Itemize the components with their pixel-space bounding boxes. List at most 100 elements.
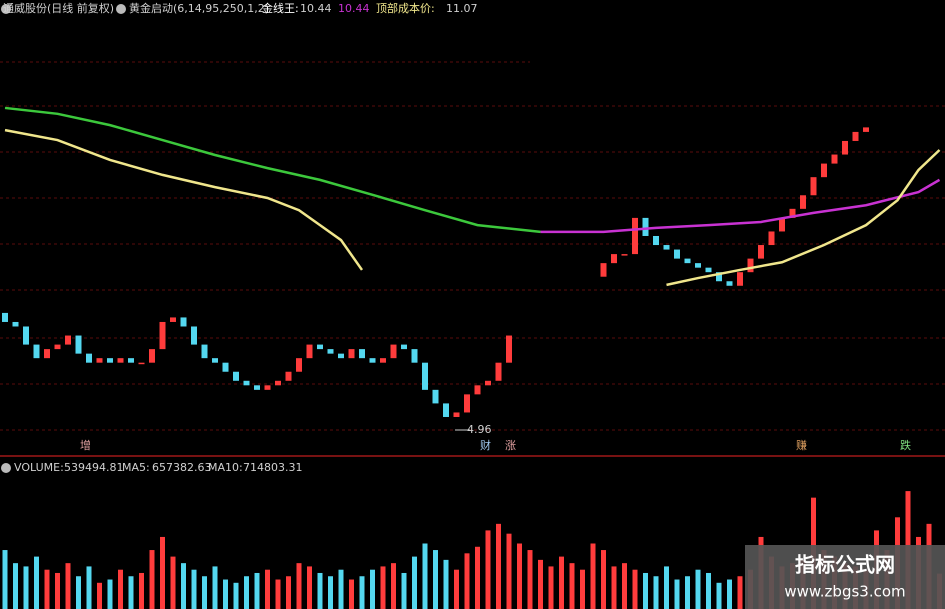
volume-bar (433, 550, 438, 609)
candle-body (390, 344, 397, 359)
low-annotation: 4.96 (467, 423, 492, 436)
volume-bar (527, 550, 533, 609)
volume-bar (44, 569, 50, 609)
volume-value: 539494.81 (64, 461, 124, 474)
candle-body (474, 385, 481, 395)
volume-bar (727, 579, 732, 609)
marker: 跌 (900, 438, 911, 452)
candle-body (86, 353, 92, 363)
candle-body (863, 127, 869, 132)
candle-body (831, 154, 838, 164)
volume-bar (149, 550, 155, 609)
watermark-title: 指标公式网 (795, 553, 895, 577)
candle-body (359, 349, 365, 359)
candle-body (716, 272, 722, 282)
candle-body (789, 208, 796, 218)
watermark-box (745, 545, 945, 609)
volume-bar (181, 563, 186, 609)
volume-bar (401, 572, 407, 609)
candle-body (653, 235, 659, 246)
candle-body (485, 380, 491, 386)
volume-bar (569, 563, 575, 609)
candle-body (107, 358, 113, 363)
volume-bar (580, 569, 585, 609)
volume-bar (160, 536, 165, 609)
volume-bar (422, 543, 428, 609)
candle-body (159, 321, 166, 350)
volume-bar (601, 550, 606, 609)
grid (0, 61, 945, 431)
top-cost-value: 11.07 (446, 2, 478, 15)
icon (116, 4, 126, 14)
candle-body (600, 263, 607, 277)
volume-bar (328, 576, 333, 609)
candle-body (65, 335, 71, 345)
gold-line-value-2: 10.44 (338, 2, 370, 15)
volume-bar (13, 563, 18, 609)
volume-bar (65, 563, 71, 609)
volume-bar (170, 556, 176, 609)
candle-body (44, 349, 50, 359)
candle-body (506, 335, 512, 363)
volume-bar (559, 556, 564, 609)
icon (1, 463, 11, 473)
candle-body (327, 349, 334, 354)
volume-bar (191, 569, 197, 609)
volume-bar (590, 543, 596, 609)
candle-body (2, 312, 8, 322)
top-cost-label: 顶部成本价: (376, 1, 435, 15)
candle-body (296, 358, 302, 372)
candle-body (285, 371, 292, 381)
volume-bar (538, 559, 543, 609)
candle-body (254, 385, 260, 390)
volume-bar (464, 553, 470, 609)
candle-body (758, 245, 764, 259)
ma10-label: MA10: (208, 461, 243, 474)
volume-bar (86, 566, 92, 609)
candle-body (54, 344, 61, 350)
volume-bar (548, 566, 554, 609)
marker: 增 (80, 438, 91, 452)
candle-body (138, 362, 145, 365)
candle-body (852, 131, 859, 141)
marker: 财 (480, 438, 491, 452)
candle-body (768, 231, 775, 246)
watermark-url: www.zbgs3.com (784, 583, 905, 601)
candle-body (243, 380, 250, 386)
volume-label: VOLUME: (14, 461, 64, 474)
volume-bar (380, 566, 386, 609)
volume-bar (338, 569, 344, 609)
candle-body (842, 140, 848, 155)
volume-bar (55, 572, 60, 609)
volume-bar (244, 576, 249, 609)
indicator-line (4, 128, 941, 287)
candle-body (800, 195, 806, 209)
candle-body (369, 358, 376, 363)
volume-bar (716, 582, 722, 609)
candle-body (338, 353, 344, 359)
ma5-label: MA5: (122, 461, 150, 474)
candle-body (117, 358, 124, 363)
volume-bar (632, 569, 638, 609)
candle-body (737, 272, 743, 286)
volume-bar (34, 556, 39, 609)
volume-bar (412, 556, 417, 609)
volume-bar (517, 543, 522, 609)
volume-bar (23, 566, 29, 609)
candle-body (348, 349, 355, 359)
volume-bar (254, 572, 260, 609)
candle-body (191, 326, 197, 345)
candle-body (674, 249, 680, 259)
watermark: 指标公式网 www.zbgs3.com (745, 545, 945, 609)
volume-bar (76, 576, 81, 609)
candle-body (684, 258, 691, 264)
volume-bar (653, 576, 659, 609)
candle-body (233, 371, 239, 381)
candle-body (453, 412, 460, 417)
indicator-line (4, 106, 541, 234)
volume-bar (349, 579, 354, 609)
candle-body (275, 380, 281, 386)
candle-body (317, 344, 323, 350)
